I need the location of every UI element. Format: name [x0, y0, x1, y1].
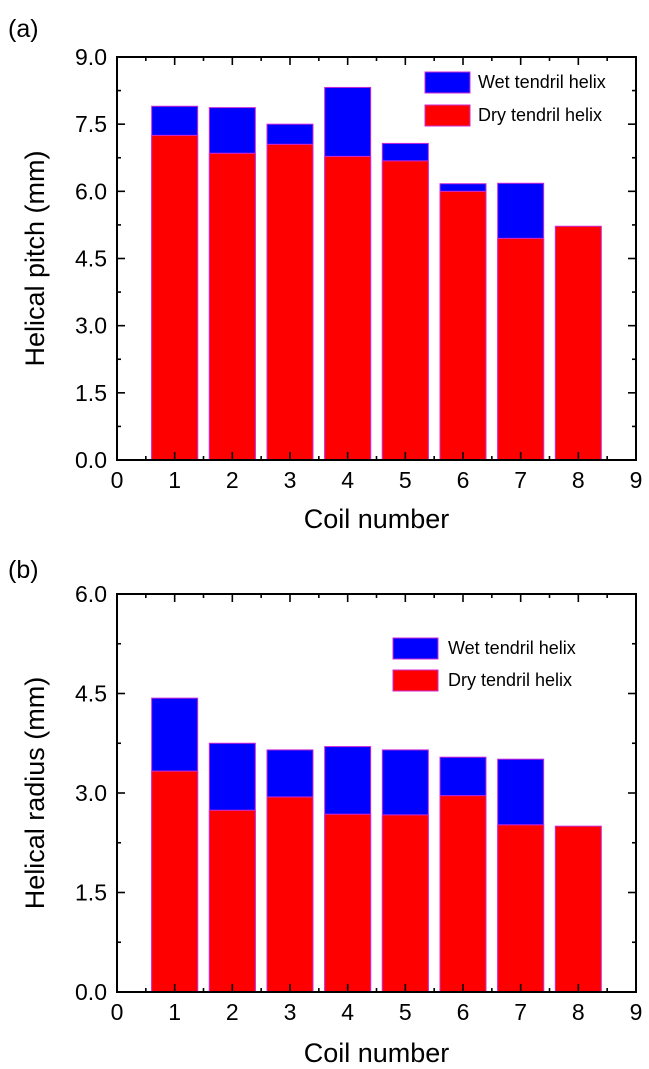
bar-dry-coil-4: [324, 155, 372, 461]
x-tick-label: 0: [111, 467, 124, 493]
x-axis-title: Coil number: [304, 504, 450, 534]
y-tick-label: 1.5: [75, 880, 107, 906]
y-tick-label: 7.5: [75, 111, 107, 137]
bar-dry-coil-1: [151, 770, 199, 993]
legend: Wet tendril helix Dry tendril helix: [392, 637, 576, 692]
y-tick-label: 0.0: [75, 979, 107, 1005]
bar-dry-coil-4: [324, 813, 372, 993]
y-tick-label: 6.0: [75, 581, 107, 607]
x-tick-label: 7: [514, 999, 527, 1025]
x-tick-label: 2: [226, 467, 239, 493]
x-tick-label: 1: [168, 999, 181, 1025]
bar-dry-coil-3: [266, 796, 314, 993]
x-tick-label: 3: [284, 999, 297, 1025]
legend-label-wet: Wet tendril helix: [478, 72, 606, 92]
bar-dry-coil-2: [208, 152, 256, 461]
x-tick-label: 8: [572, 999, 585, 1025]
bar-dry-coil-2: [208, 809, 256, 993]
x-tick-label: 4: [341, 999, 354, 1025]
chart-panel-a: 0 1 2 3 4 5 6 7 8 9 0.0 1.5 3.0 4.5 6.0 7.5 9.0 Coil numb…: [8, 15, 642, 534]
y-axis-title: Helical radius (mm): [20, 677, 50, 910]
bar-dry-coil-5: [381, 160, 429, 461]
x-tick-label: 7: [514, 467, 527, 493]
bar-dry-coil-6: [439, 190, 487, 461]
y-tick-label: 3.0: [75, 780, 107, 806]
bar-dry-coil-8: [554, 225, 602, 461]
bar-dry-coil-7: [497, 824, 545, 993]
y-tick-label: 9.0: [75, 44, 107, 70]
x-tick-label: 3: [284, 467, 297, 493]
legend-label-dry: Dry tendril helix: [478, 105, 602, 125]
bar-dry-coil-6: [439, 795, 487, 993]
x-tick-label: 4: [341, 467, 354, 493]
panel-label: (b): [8, 556, 39, 584]
y-tick-label: 3.0: [75, 313, 107, 339]
legend: Wet tendril helix Dry tendril helix: [424, 71, 606, 127]
bar-dry-coil-8: [554, 825, 602, 993]
legend-swatch-wet: [392, 637, 439, 660]
y-tick-label: 1.5: [75, 380, 107, 406]
y-tick-label: 4.5: [75, 246, 107, 272]
x-tick-label: 1: [168, 467, 181, 493]
x-tick-label: 2: [226, 999, 239, 1025]
y-axis-title: Helical pitch (mm): [20, 150, 50, 366]
x-tick-label: 6: [457, 467, 470, 493]
x-tick-label: 9: [630, 999, 643, 1025]
legend-swatch-wet: [424, 71, 471, 94]
legend-label-dry: Dry tendril helix: [448, 670, 572, 690]
x-axis-title: Coil number: [304, 1038, 450, 1068]
bar-dry-coil-5: [381, 814, 429, 993]
bar-dry-coil-7: [497, 237, 545, 461]
x-tick-label: 8: [572, 467, 585, 493]
bar-dry-coil-1: [151, 134, 199, 461]
x-tick-label: 6: [457, 999, 470, 1025]
y-tick-label: 0.0: [75, 447, 107, 473]
legend-swatch-dry: [392, 669, 439, 692]
x-tick-label: 5: [399, 999, 412, 1025]
x-tick-label: 0: [111, 999, 124, 1025]
y-tick-label: 4.5: [75, 681, 107, 707]
legend-label-wet: Wet tendril helix: [448, 638, 576, 658]
y-tick-label: 6.0: [75, 178, 107, 204]
bar-dry-coil-3: [266, 143, 314, 461]
panel-label: (a): [8, 15, 39, 43]
x-tick-label: 5: [399, 467, 412, 493]
legend-swatch-dry: [424, 104, 471, 127]
x-tick-label: 9: [630, 467, 643, 493]
chart-panel-b: 0 1 2 3 4 5 6 7 8 9 0.0 1.5 3.0 4.5 6.0 Coil number Heli…: [8, 556, 642, 1068]
